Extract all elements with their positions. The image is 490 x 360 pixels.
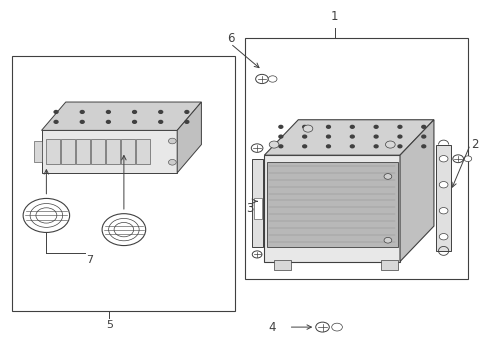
Bar [267, 162, 397, 247]
Circle shape [303, 125, 313, 132]
Circle shape [374, 125, 378, 128]
Circle shape [251, 144, 263, 152]
Circle shape [80, 111, 84, 113]
Bar [245, 38, 468, 279]
Circle shape [453, 155, 464, 163]
Bar [106, 139, 120, 164]
Text: 6: 6 [227, 32, 234, 45]
Circle shape [398, 145, 402, 148]
Circle shape [386, 141, 395, 148]
Bar [274, 260, 291, 270]
Circle shape [159, 111, 163, 113]
Bar [92, 139, 105, 164]
Circle shape [439, 234, 448, 240]
Circle shape [303, 145, 307, 148]
Bar [254, 198, 262, 219]
Polygon shape [400, 120, 434, 261]
Text: 3: 3 [246, 202, 253, 215]
Circle shape [268, 76, 277, 82]
Circle shape [350, 145, 354, 148]
Circle shape [102, 214, 146, 246]
Circle shape [256, 75, 268, 84]
Bar [61, 139, 75, 164]
Circle shape [133, 121, 137, 123]
Circle shape [252, 251, 262, 258]
Bar [137, 139, 150, 164]
Circle shape [332, 323, 343, 331]
Bar [437, 145, 451, 251]
Circle shape [269, 141, 279, 148]
Bar [34, 141, 42, 162]
Circle shape [439, 181, 448, 188]
Text: 7: 7 [86, 255, 94, 265]
Circle shape [384, 238, 392, 243]
Text: 5: 5 [106, 320, 113, 330]
Circle shape [439, 156, 448, 162]
Bar [12, 56, 235, 311]
Circle shape [422, 125, 426, 128]
Circle shape [106, 121, 110, 123]
Circle shape [303, 125, 307, 128]
Circle shape [185, 111, 189, 113]
Circle shape [279, 125, 283, 128]
Circle shape [133, 111, 137, 113]
Circle shape [398, 125, 402, 128]
Circle shape [326, 145, 330, 148]
Circle shape [384, 174, 392, 179]
Circle shape [439, 207, 448, 214]
Circle shape [106, 111, 110, 113]
Circle shape [23, 198, 70, 233]
Bar [122, 139, 135, 164]
Circle shape [169, 138, 176, 144]
Polygon shape [42, 130, 177, 173]
Bar [381, 260, 397, 270]
Text: 4: 4 [268, 321, 275, 334]
Circle shape [54, 111, 58, 113]
Circle shape [374, 135, 378, 138]
Circle shape [350, 125, 354, 128]
Bar [76, 139, 90, 164]
Circle shape [464, 156, 472, 162]
Circle shape [422, 135, 426, 138]
Polygon shape [42, 102, 201, 130]
Circle shape [279, 135, 283, 138]
Circle shape [185, 121, 189, 123]
Circle shape [398, 135, 402, 138]
Circle shape [326, 125, 330, 128]
Circle shape [316, 322, 329, 332]
Circle shape [303, 135, 307, 138]
Circle shape [159, 121, 163, 123]
Circle shape [326, 135, 330, 138]
Bar [47, 139, 60, 164]
Polygon shape [177, 102, 201, 173]
Circle shape [169, 159, 176, 165]
Circle shape [279, 145, 283, 148]
Circle shape [80, 121, 84, 123]
Polygon shape [265, 120, 434, 155]
Text: 2: 2 [471, 138, 479, 151]
Text: 1: 1 [331, 10, 339, 23]
Circle shape [374, 145, 378, 148]
Bar [252, 159, 263, 247]
Circle shape [54, 121, 58, 123]
Circle shape [422, 145, 426, 148]
Polygon shape [265, 155, 400, 261]
Circle shape [350, 135, 354, 138]
